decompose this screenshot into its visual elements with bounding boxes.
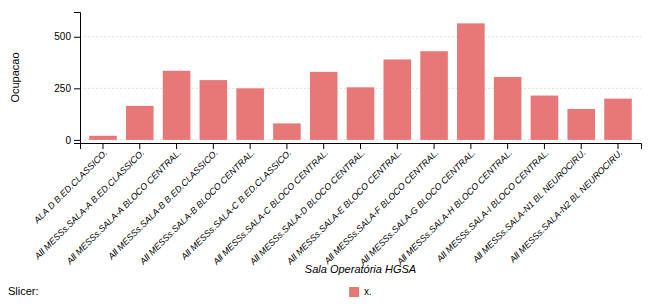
annotation: Slicer:: [8, 285, 39, 297]
tick-label: ALA D B.ED.CLASSICO.: [31, 148, 109, 226]
tick-label: All MESSs.SALA-N2 BL NEUROCIRU.: [507, 148, 625, 266]
tick-mark: [74, 88, 80, 89]
legend: x.: [349, 286, 372, 297]
tick: 250: [54, 83, 80, 94]
bar: [89, 136, 117, 140]
bar: [457, 23, 485, 140]
tick: 0: [65, 135, 80, 146]
bar: [273, 123, 301, 140]
plot: 0250500ALA D B.ED.CLASSICO.All MESSs.SAL…: [31, 13, 641, 268]
tick-mark: [74, 140, 80, 141]
bar: [604, 99, 632, 140]
tick: All MESSs.SALA-N2 BL NEUROCIRU.: [507, 143, 625, 265]
tick: ALA D B.ED.CLASSICO.: [31, 143, 109, 226]
chart: 0250500ALA D B.ED.CLASSICO.All MESSs.SAL…: [0, 0, 656, 308]
x-axis: ALA D B.ED.CLASSICO.All MESSs.SALA-A B.E…: [31, 143, 641, 268]
bar: [494, 77, 522, 140]
axis-line: [74, 13, 81, 144]
legend-swatch: [349, 287, 359, 297]
tick: 500: [54, 31, 80, 42]
tick-label: 250: [54, 83, 71, 94]
axis-line: [81, 144, 642, 150]
bar: [420, 51, 448, 140]
legend-label: x.: [364, 286, 372, 297]
grid-line: [80, 36, 641, 37]
legend-item: x.: [349, 286, 372, 297]
bar: [567, 109, 595, 140]
bars: [89, 23, 632, 140]
x-axis-title: Sala Operatória HGSA: [305, 263, 416, 275]
y-axis-title: Ocupacao: [9, 52, 21, 102]
bar: [236, 88, 264, 140]
bar: [347, 87, 375, 140]
y-axis: 0 250 500: [54, 13, 80, 146]
grid: [80, 37, 641, 140]
bar: [310, 72, 338, 140]
tick-label: 500: [54, 31, 71, 42]
bar: [200, 80, 228, 140]
bar: [126, 106, 154, 140]
bar: [531, 96, 559, 140]
bar: [163, 71, 191, 140]
tick-mark: [74, 37, 80, 38]
tick-label: 0: [65, 135, 71, 146]
bar: [383, 59, 411, 139]
